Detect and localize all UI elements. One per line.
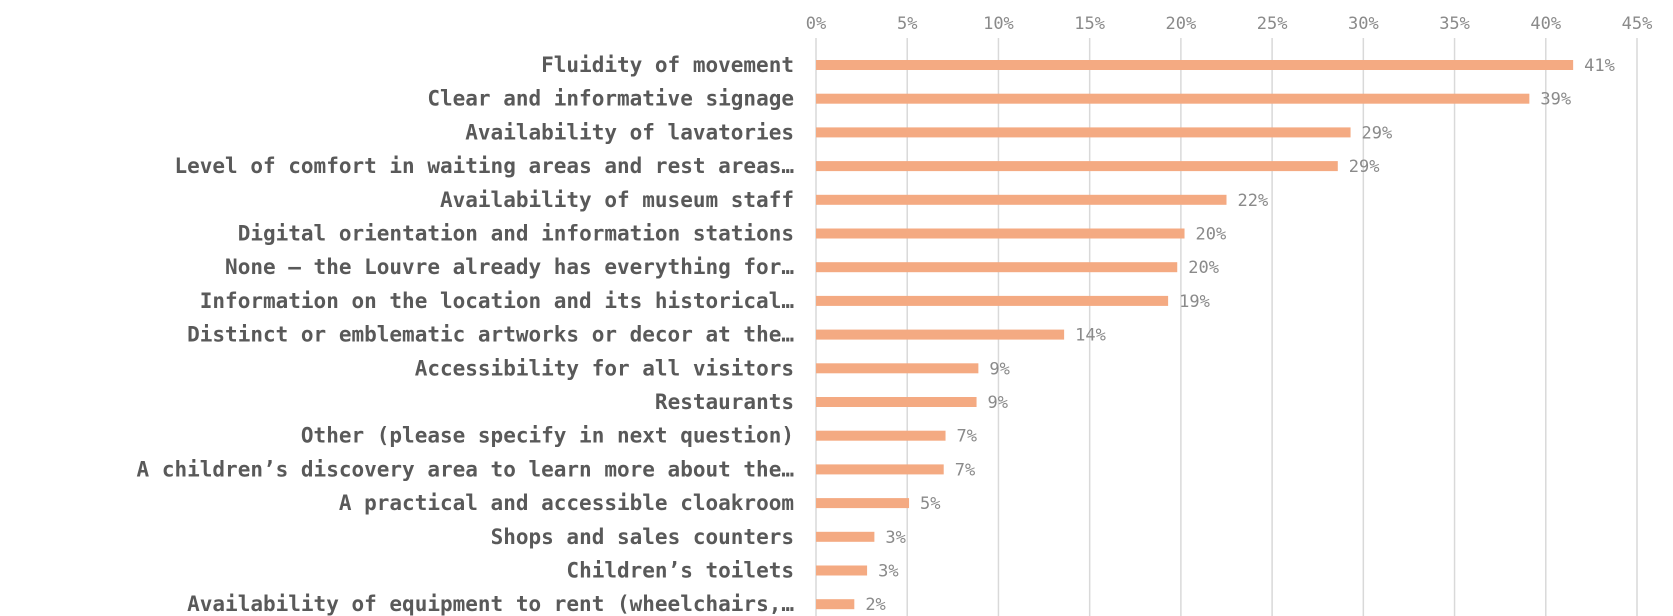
bar: [816, 363, 979, 374]
category-label: Children’s toilets: [566, 559, 794, 583]
data-label: 29%: [1349, 157, 1380, 177]
data-label: 7%: [955, 460, 975, 480]
category-label: Information on the location and its hist…: [200, 289, 795, 313]
x-tick-label: 40%: [1530, 14, 1561, 34]
bar: [816, 295, 1169, 306]
data-label: 14%: [1075, 326, 1106, 346]
x-tick-label: 35%: [1439, 14, 1470, 34]
bars: [816, 60, 1574, 610]
bar: [816, 60, 1574, 70]
data-label: 9%: [989, 359, 1009, 379]
category-label: Distinct or emblematic artworks or decor…: [187, 323, 794, 347]
x-axis-ticks: 0% 5% 10% 15% 20% 25% 30% 35% 40% 45%: [806, 14, 1653, 34]
data-label: 3%: [885, 528, 905, 548]
x-tick-label: 25%: [1257, 14, 1288, 34]
data-label: 2%: [865, 595, 885, 615]
bar: [816, 599, 855, 610]
bar: [816, 565, 868, 576]
data-label: 22%: [1238, 191, 1269, 211]
data-label: 41%: [1584, 56, 1615, 76]
x-tick-label: 10%: [983, 14, 1014, 34]
bar: [816, 430, 946, 441]
data-label: 9%: [988, 393, 1008, 413]
category-label: Availability of lavatories: [465, 120, 794, 144]
bar: [816, 262, 1178, 273]
category-label: Availability of museum staff: [440, 188, 794, 212]
bar: [816, 194, 1227, 205]
category-label: Fluidity of movement: [541, 53, 794, 77]
category-label: A children’s discovery area to learn mor…: [137, 457, 795, 481]
category-label: Restaurants: [655, 390, 794, 414]
data-label: 20%: [1188, 258, 1219, 278]
category-label: A practical and accessible cloakroom: [339, 491, 794, 515]
bar: [816, 464, 944, 475]
category-labels: Fluidity of movement Clear and informativ…: [137, 53, 795, 616]
data-labels: 41% 39% 29% 29% 22% 20% 20% 19% 14% 9% 9% 7% 7% 5% 3% 3…: [865, 56, 1615, 615]
category-label: Other (please specify in next question): [301, 424, 794, 448]
data-label: 7%: [957, 427, 977, 447]
x-tick-label: 5%: [897, 14, 917, 34]
x-tick-label: 30%: [1348, 14, 1379, 34]
category-label: Shops and sales counters: [491, 525, 794, 549]
category-label: Availability of equipment to rent (wheel…: [187, 592, 794, 616]
x-tick-label: 15%: [1074, 14, 1105, 34]
bar: [816, 531, 875, 542]
bar: [816, 329, 1065, 340]
category-label: None – the Louvre already has everything…: [225, 255, 794, 279]
x-tick-label: 45%: [1622, 14, 1653, 34]
bar: [816, 127, 1351, 138]
data-label: 20%: [1196, 225, 1227, 245]
gridlines: [815, 38, 1638, 616]
category-label: Accessibility for all visitors: [415, 356, 794, 380]
bar: [816, 498, 910, 509]
bar: [816, 93, 1530, 104]
bar: [816, 397, 977, 407]
category-label: Level of comfort in waiting areas and re…: [174, 154, 794, 178]
data-label: 5%: [920, 494, 940, 514]
data-label: 3%: [878, 562, 898, 582]
data-label: 39%: [1540, 90, 1571, 110]
category-label: Clear and informative signage: [427, 87, 794, 111]
bar: [816, 228, 1185, 239]
x-tick-label: 0%: [806, 14, 826, 34]
data-label: 29%: [1362, 123, 1393, 143]
x-tick-label: 20%: [1166, 14, 1197, 34]
data-label: 19%: [1179, 292, 1210, 312]
bar: [816, 161, 1338, 172]
category-label: Digital orientation and information stat…: [238, 222, 794, 246]
